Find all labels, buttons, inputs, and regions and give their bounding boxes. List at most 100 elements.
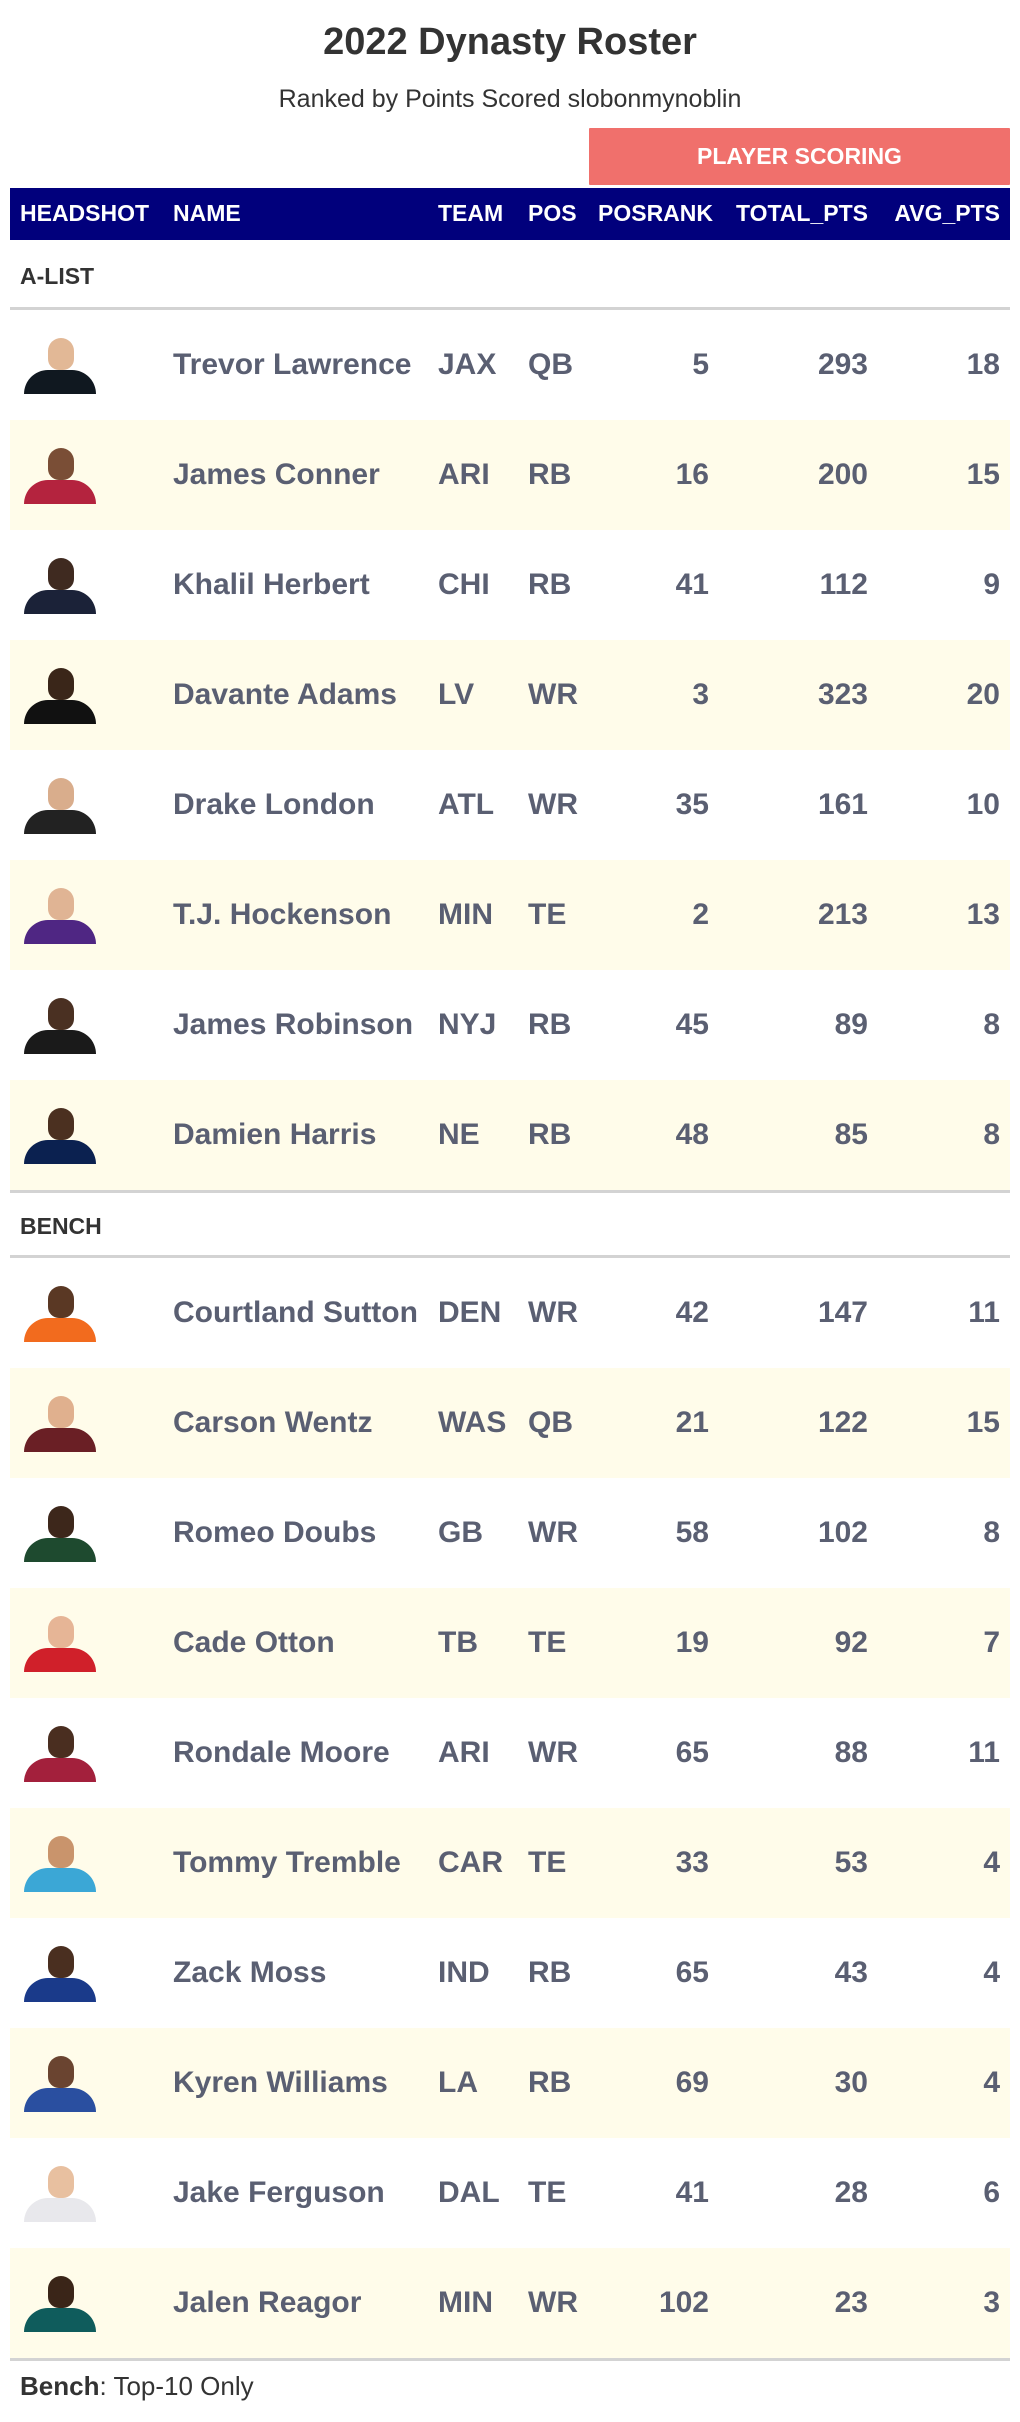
player-posrank: 48	[675, 1118, 709, 1151]
player-total-pts: 28	[834, 2176, 868, 2209]
jersey-shape	[24, 1318, 96, 1342]
player-total-pts: 23	[834, 2286, 868, 2319]
player-avg-pts: 7	[983, 1626, 1000, 1659]
player-headshot-icon	[24, 446, 96, 504]
player-name: Romeo Doubs	[173, 1516, 377, 1549]
table-row: Zack Moss IND RB 65 43 4	[10, 1918, 1010, 2028]
face-shape	[48, 338, 74, 370]
headshot-cell	[10, 886, 163, 944]
player-team: GB	[438, 1516, 483, 1549]
table-row: Drake London ATL WR 35 161 10	[10, 750, 1010, 860]
player-posrank: 45	[675, 1008, 709, 1041]
player-pos: RB	[528, 1118, 572, 1151]
player-headshot-icon	[24, 1504, 96, 1562]
table-body: A-LIST Trevor Lawrence JAX QB 5 293 18 James Co…	[10, 240, 1010, 2358]
jersey-shape	[24, 1538, 96, 1562]
player-headshot-icon	[24, 2274, 96, 2332]
player-pos: WR	[528, 2286, 578, 2319]
player-scoring-spanner: PLAYER SCORING	[589, 128, 1010, 185]
headshot-cell	[10, 1394, 163, 1452]
face-shape	[48, 1836, 74, 1868]
player-team: CAR	[438, 1846, 503, 1879]
page-subtitle: Ranked by Points Scored slobonmynoblin	[278, 85, 742, 113]
player-pos: TE	[528, 898, 567, 931]
table-row: Rondale Moore ARI WR 65 88 11	[10, 1698, 1010, 1808]
table-row: Cade Otton TB TE 19 92 7	[10, 1588, 1010, 1698]
player-avg-pts: 3	[983, 2286, 1000, 2319]
player-pos: WR	[528, 1736, 578, 1769]
headshot-cell	[10, 1944, 163, 2002]
headshot-cell	[10, 446, 163, 504]
player-name: Drake London	[173, 788, 375, 821]
footnote-text: : Top-10 Only	[99, 2371, 254, 2401]
footnote-bold: Bench	[20, 2371, 100, 2401]
player-headshot-icon	[24, 996, 96, 1054]
column-header-row: HEADSHOT NAME TEAM POS POSRANK TOTAL_PTS…	[10, 188, 1010, 240]
player-pos: RB	[528, 1008, 572, 1041]
player-posrank: 16	[675, 458, 709, 491]
player-total-pts: 293	[817, 348, 868, 381]
player-total-pts: 147	[817, 1296, 868, 1329]
headshot-cell	[10, 996, 163, 1054]
player-name: James Conner	[173, 458, 380, 491]
table-footnote: Bench: Top-10 Only	[10, 2358, 1010, 2402]
player-team: WAS	[438, 1406, 507, 1439]
player-posrank: 35	[675, 788, 709, 821]
player-avg-pts: 18	[966, 348, 1000, 381]
player-total-pts: 85	[834, 1118, 868, 1151]
jersey-shape	[24, 1758, 96, 1782]
player-avg-pts: 8	[983, 1118, 1000, 1151]
player-team: ARI	[438, 1736, 490, 1769]
player-total-pts: 88	[834, 1736, 868, 1769]
player-total-pts: 213	[817, 898, 868, 931]
player-headshot-icon	[24, 336, 96, 394]
headshot-cell	[10, 556, 163, 614]
headshot-cell	[10, 2054, 163, 2112]
page-title: 2022 Dynasty Roster	[323, 21, 697, 63]
face-shape	[48, 1506, 74, 1538]
player-pos: RB	[528, 458, 572, 491]
player-team: IND	[438, 1956, 490, 1989]
player-posrank: 33	[675, 1846, 709, 1879]
player-headshot-icon	[24, 886, 96, 944]
jersey-shape	[24, 590, 96, 614]
jersey-shape	[24, 2088, 96, 2112]
player-posrank: 69	[675, 2066, 709, 2099]
headshot-cell	[10, 1106, 163, 1164]
table-row: Jalen Reagor MIN WR 102 23 3	[10, 2248, 1010, 2358]
player-headshot-icon	[24, 2164, 96, 2222]
table-row: Damien Harris NE RB 48 85 8	[10, 1080, 1010, 1190]
player-total-pts: 102	[817, 1516, 868, 1549]
player-headshot-icon	[24, 1614, 96, 1672]
player-headshot-icon	[24, 666, 96, 724]
player-posrank: 5	[692, 348, 709, 381]
player-posrank: 65	[675, 1956, 709, 1989]
player-avg-pts: 15	[966, 1406, 1000, 1439]
player-pos: QB	[528, 1406, 573, 1439]
player-posrank: 19	[675, 1626, 709, 1659]
headshot-cell	[10, 1504, 163, 1562]
table-row: Romeo Doubs GB WR 58 102 8	[10, 1478, 1010, 1588]
face-shape	[48, 1396, 74, 1428]
player-team: ARI	[438, 458, 490, 491]
player-avg-pts: 9	[983, 568, 1000, 601]
player-name: T.J. Hockenson	[173, 898, 392, 931]
player-avg-pts: 13	[966, 898, 1000, 931]
player-pos: RB	[528, 2066, 572, 2099]
player-total-pts: 122	[817, 1406, 868, 1439]
player-team: ATL	[438, 788, 495, 821]
headshot-cell	[10, 776, 163, 834]
column-header-headshot: HEADSHOT	[20, 200, 150, 226]
player-name: Tommy Tremble	[173, 1846, 401, 1879]
face-shape	[48, 2166, 74, 2198]
player-posrank: 3	[692, 678, 709, 711]
player-headshot-icon	[24, 1284, 96, 1342]
table-row: James Conner ARI RB 16 200 15	[10, 420, 1010, 530]
group-header-bench: BENCH	[10, 1190, 1010, 1258]
face-shape	[48, 1726, 74, 1758]
player-total-pts: 30	[834, 2066, 868, 2099]
table-row: Jake Ferguson DAL TE 41 28 6	[10, 2138, 1010, 2248]
face-shape	[48, 558, 74, 590]
face-shape	[48, 1946, 74, 1978]
player-avg-pts: 4	[983, 1846, 1000, 1879]
